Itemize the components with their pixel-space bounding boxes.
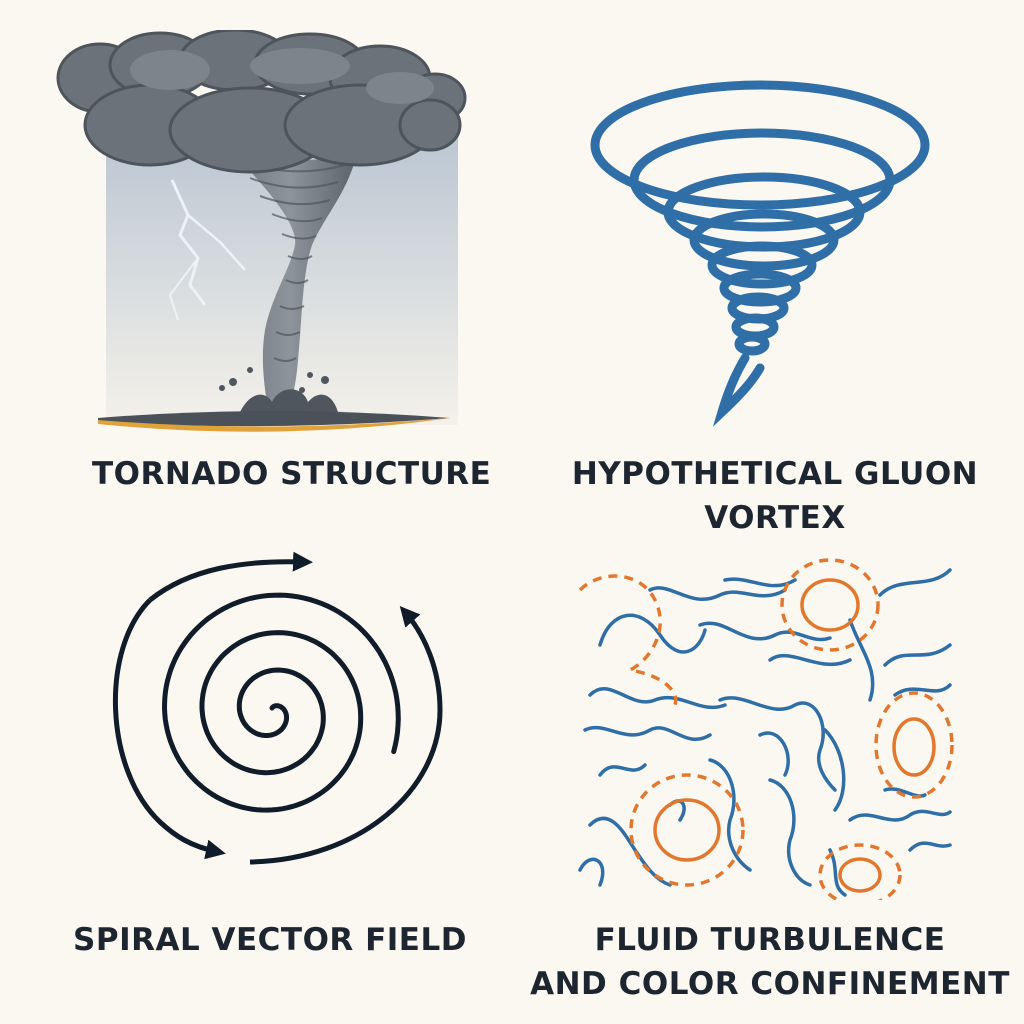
turbulence-panel: FLUID TURBULENCE AND COLOR CONFINEMENT <box>530 550 1010 1010</box>
outer-arrow-left <box>112 598 226 860</box>
spiral-panel: SPIRAL VECTOR FIELD <box>60 540 480 980</box>
storm-cloud-highlight <box>130 48 434 104</box>
vortex-ring <box>707 241 817 289</box>
confined-region <box>800 578 860 632</box>
spiral-curve <box>161 592 401 813</box>
flow-lines <box>578 568 952 897</box>
caption-line: TORNADO STRUCTURE <box>92 456 492 492</box>
vortex-ring <box>734 332 770 356</box>
funnel-swirl-lines <box>239 159 346 362</box>
tornado-illustration <box>56 30 467 432</box>
color-confinement-regions <box>578 558 954 900</box>
dashed-boundary <box>780 558 880 652</box>
tornado-panel: TORNADO STRUCTURE <box>40 30 491 492</box>
vortex-ring <box>719 269 801 307</box>
confined-region <box>892 717 936 777</box>
gluon-panel: HYPOTHETICAL GLUON VORTEX <box>540 40 1010 540</box>
ground-surface <box>98 418 450 432</box>
gluon-vortex-illustration <box>590 80 930 427</box>
spiral-illustration <box>112 551 443 865</box>
vortex-ring <box>590 80 930 210</box>
outer-arrow-top <box>148 551 313 602</box>
turbulence-caption: FLUID TURBULENCE AND COLOR CONFINEMENT <box>530 918 1010 1006</box>
vortex-tail <box>712 353 765 427</box>
gluon-caption: HYPOTHETICAL GLUON VORTEX <box>540 452 1010 540</box>
caption-line: AND COLOR CONFINEMENT <box>530 966 1010 1002</box>
tornado-caption: TORNADO STRUCTURE <box>40 452 492 496</box>
caption-line: FLUID TURBULENCE <box>594 922 946 958</box>
tornado-funnel <box>222 142 358 410</box>
ground <box>98 411 450 427</box>
lightning-bolt <box>170 179 207 306</box>
lightning-branch <box>187 214 246 271</box>
dashed-boundary <box>818 843 902 900</box>
dashed-boundary <box>578 574 678 706</box>
outer-arrow-right <box>249 605 443 865</box>
dashed-boundary <box>629 773 745 887</box>
debris-splash <box>219 367 338 412</box>
caption-line: SPIRAL VECTOR FIELD <box>73 922 467 958</box>
vortex-ring <box>689 209 839 271</box>
caption-line: HYPOTHETICAL GLUON <box>571 456 979 492</box>
turbulence-illustration <box>578 558 954 900</box>
confined-region <box>653 798 721 862</box>
caption-line: VORTEX <box>704 500 846 536</box>
vortex-rings <box>590 80 930 356</box>
confined-region <box>838 857 882 893</box>
lightning-branch-2 <box>168 257 199 321</box>
dashed-boundary <box>874 691 954 799</box>
spiral-caption: SPIRAL VECTOR FIELD <box>60 918 480 962</box>
vortex-ring <box>629 128 895 232</box>
